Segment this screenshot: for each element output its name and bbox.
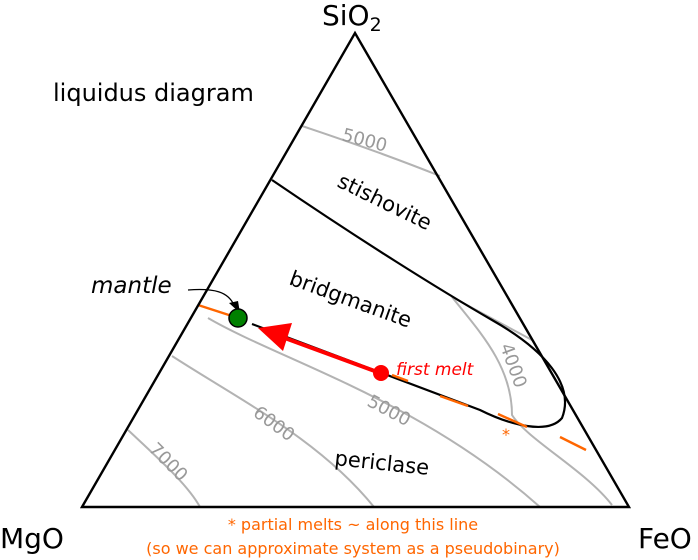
isotherm-label-7000: 7000	[144, 439, 191, 486]
isotherm-label-5000-top: 5000	[340, 125, 390, 157]
isotherm-5000-top	[301, 125, 441, 177]
isotherm-label-6000: 6000	[249, 402, 298, 446]
vertex-mgo-label: MgO	[0, 522, 64, 555]
isotherm-label-5000-low: 5000	[364, 391, 414, 431]
first-melt-label: first melt	[396, 360, 475, 380]
partial-melt-note-line1: * partial melts ~ along this line	[228, 515, 478, 534]
mantle-pointer-arrow	[187, 288, 235, 306]
vertex-feo-label: FeO	[638, 522, 692, 555]
isotherm-6000	[171, 355, 375, 508]
stishovite-bridgmanite-boundary	[251, 179, 567, 428]
mantle-point	[228, 308, 248, 328]
field-label-bridgmanite: bridgmanite	[286, 266, 415, 332]
field-label-stishovite: stishovite	[334, 169, 436, 235]
isotherm-4000	[451, 296, 613, 506]
partial-melt-line	[197, 303, 587, 452]
partial-melt-note-line2: (so we can approximate system as a pseud…	[146, 539, 560, 558]
mantle-label: mantle	[91, 273, 172, 299]
crystallization-arrowhead	[258, 323, 292, 351]
crystallization-path	[281, 335, 381, 375]
field-label-periclase: periclase	[333, 446, 430, 480]
ternary-triangle	[79, 30, 632, 509]
isotherm-5000-low	[207, 317, 541, 508]
partial-melt-asterisk: *	[502, 425, 510, 444]
diagram-title: liquidus diagram	[53, 79, 254, 107]
first-melt-point	[373, 365, 389, 381]
vertex-sio2-label: SiO2	[322, 0, 382, 36]
isotherm-7000	[127, 429, 201, 508]
